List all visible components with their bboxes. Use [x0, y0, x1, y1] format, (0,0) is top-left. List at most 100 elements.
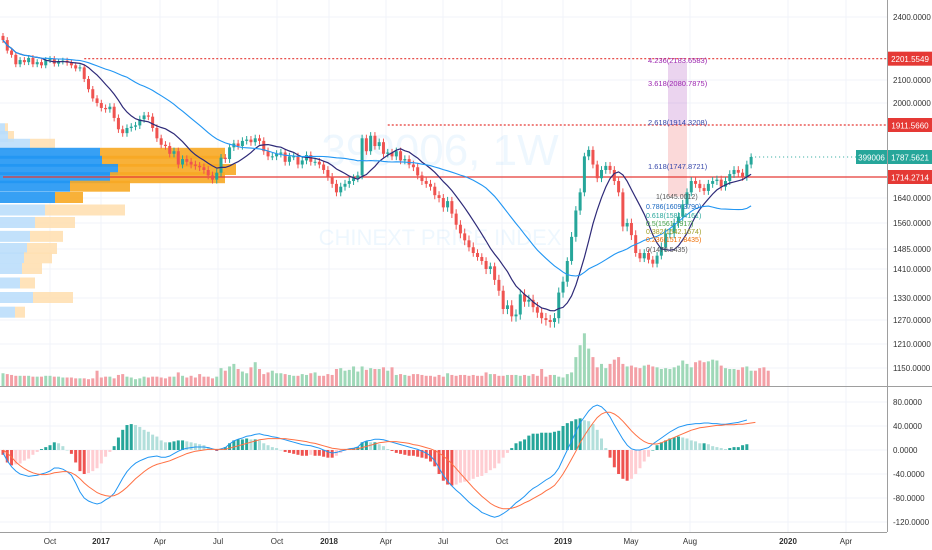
- volume-bar: [347, 369, 351, 386]
- macd-histogram-bar: [142, 429, 146, 450]
- macd-histogram-bar: [330, 450, 334, 458]
- candle-body: [279, 152, 283, 154]
- volume-bar: [240, 371, 244, 386]
- candle-body: [240, 140, 244, 147]
- macd-histogram-bar: [5, 450, 9, 463]
- macd-line: [2, 404, 748, 518]
- volume-profile-up: [0, 123, 5, 135]
- macd-axis-label: -120.0000: [893, 518, 930, 527]
- macd-histogram-bar: [608, 450, 612, 458]
- macd-histogram-bar: [480, 450, 484, 476]
- candle-body: [159, 138, 163, 145]
- macd-histogram-bar: [518, 441, 522, 450]
- volume-bar: [125, 376, 129, 386]
- macd-histogram-bar: [129, 424, 133, 450]
- candle-body: [745, 164, 749, 177]
- macd-histogram-bar: [510, 448, 514, 450]
- price-axis-label: 2201.5549: [891, 55, 929, 64]
- candle-body: [202, 167, 206, 170]
- volume-bar: [249, 367, 253, 386]
- macd-histogram-bar: [283, 450, 287, 452]
- candle-body: [10, 50, 14, 55]
- macd-histogram-bar: [69, 450, 73, 454]
- macd-histogram-bar: [44, 447, 48, 450]
- volume-bar: [61, 377, 65, 386]
- volume-bar: [104, 376, 108, 386]
- macd-axis-label: -80.0000: [893, 494, 925, 503]
- candle-body: [14, 54, 18, 65]
- volume-bar: [360, 366, 364, 386]
- volume-bar: [95, 370, 99, 386]
- watermark-name: CHINEXT PRICE INDEX: [319, 225, 562, 250]
- macd-histogram-bar: [411, 450, 415, 456]
- macd-histogram-bar: [732, 447, 736, 450]
- candle-body: [330, 176, 334, 184]
- time-axis-label: Jul: [213, 537, 223, 546]
- candle-body: [116, 117, 120, 130]
- volume-bar: [52, 376, 56, 386]
- macd-histogram-bar: [736, 447, 740, 450]
- macd-histogram-bar: [433, 450, 437, 467]
- macd-histogram-bar: [18, 450, 22, 464]
- macd-histogram-bar: [1, 450, 5, 455]
- macd-histogram-bar: [681, 437, 685, 450]
- macd-histogram-bar: [540, 432, 544, 450]
- volume-bar: [339, 368, 343, 386]
- macd-histogram-bar: [523, 439, 527, 450]
- candle-body: [638, 253, 642, 259]
- macd-histogram-bar: [369, 442, 373, 450]
- candle-body: [604, 165, 608, 170]
- candle-body: [390, 152, 394, 157]
- macd-histogram-bar: [741, 445, 745, 450]
- volume-bar: [429, 375, 432, 386]
- macd-histogram-bar: [595, 429, 599, 450]
- macd-histogram-bar: [488, 450, 492, 471]
- volume-bar: [69, 377, 73, 386]
- price-axis-label: 1330.0000: [893, 294, 931, 303]
- macd-histogram-bar: [638, 450, 642, 469]
- candle-body: [172, 151, 176, 154]
- macd-histogram-bar: [501, 450, 505, 458]
- macd-histogram-bar: [22, 450, 26, 461]
- candle-body: [617, 181, 621, 193]
- candle-body: [441, 198, 445, 208]
- candle-body: [142, 115, 146, 120]
- time-axis-label: Oct: [44, 537, 57, 546]
- macd-histogram-bar: [689, 440, 693, 450]
- volume-bar: [57, 376, 61, 386]
- macd-histogram-bar: [642, 450, 646, 462]
- candle-body: [193, 164, 197, 166]
- candle-body: [223, 157, 227, 160]
- volume-bar: [702, 362, 706, 386]
- volume-profile: [0, 123, 236, 318]
- time-axis-label: May: [623, 537, 638, 546]
- macd-axis-label: 40.0000: [893, 422, 922, 431]
- volume-bar: [326, 374, 330, 386]
- candle-body: [629, 223, 633, 236]
- macd-histogram-bar: [266, 445, 270, 450]
- macd-histogram-bar: [621, 450, 625, 479]
- candle-body: [35, 62, 39, 65]
- volume-bar: [189, 375, 193, 386]
- candle-body: [129, 126, 133, 128]
- candle-body: [424, 181, 428, 184]
- candle-body: [642, 253, 646, 259]
- price-axis-label: 1714.2714: [891, 174, 929, 183]
- macd-histogram-bar: [715, 447, 719, 450]
- macd-histogram-bar: [206, 447, 210, 450]
- volume-bar: [394, 374, 398, 386]
- macd-histogram-bar: [664, 440, 668, 450]
- volume-profile-down: [15, 306, 25, 318]
- candle-body: [99, 103, 103, 108]
- candle-body: [732, 169, 736, 175]
- volume-bar: [591, 357, 595, 386]
- candle-body: [407, 159, 411, 165]
- time-axis-label: 2018: [320, 537, 338, 546]
- macd-histogram-bar: [728, 448, 732, 450]
- candle-body: [608, 165, 612, 170]
- candle-body: [394, 151, 398, 157]
- candle-body: [138, 119, 142, 126]
- volume-bar: [676, 365, 680, 386]
